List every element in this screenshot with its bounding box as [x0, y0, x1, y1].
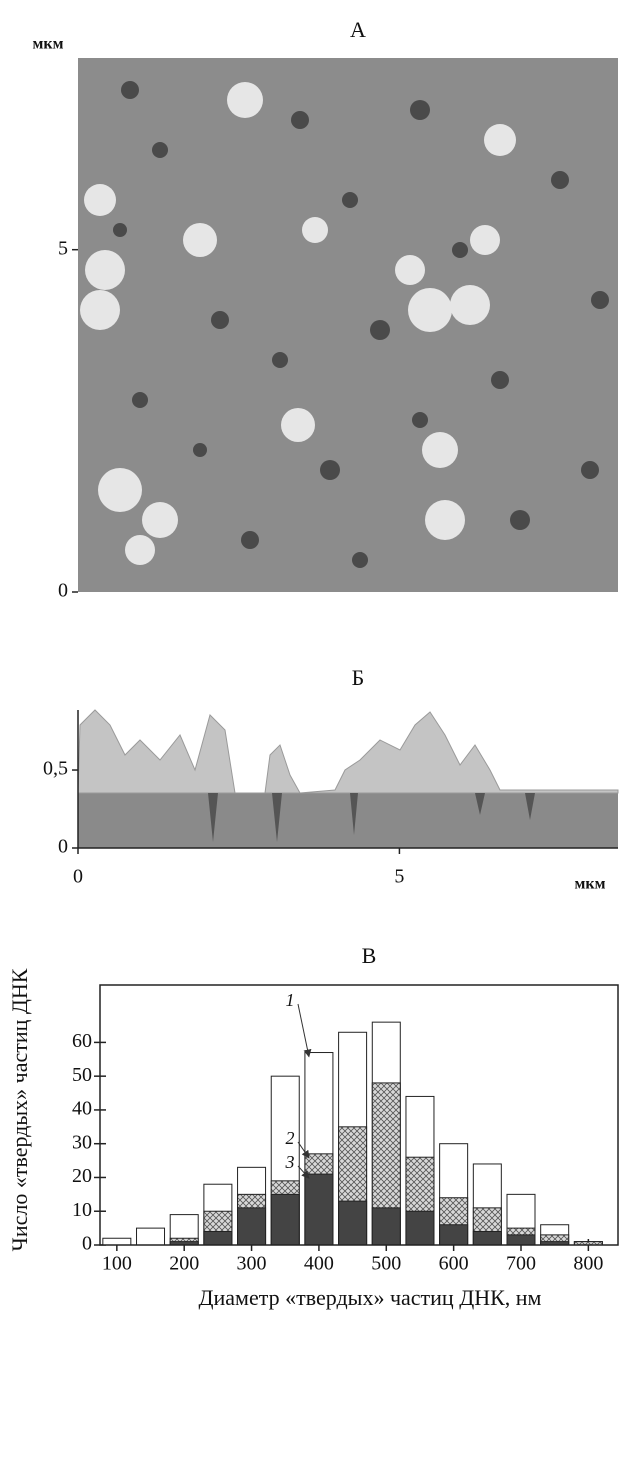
- series-label: 3: [285, 1152, 295, 1172]
- y-tick-label: 20: [72, 1165, 92, 1187]
- x-tick-label: 700: [506, 1253, 536, 1275]
- bar: [506, 1234, 536, 1246]
- bar: [203, 1230, 233, 1246]
- bar: [439, 1224, 469, 1246]
- y-tick-label: 0: [58, 580, 68, 602]
- annotation-arrow: [297, 1165, 310, 1179]
- x-axis-label: Диаметр «твердых» частиц ДНК, нм: [199, 1285, 542, 1310]
- afm-image: [78, 58, 618, 592]
- y-tick-label: 0,5: [43, 758, 68, 780]
- bar: [237, 1207, 267, 1246]
- y-tick-label: 40: [72, 1098, 92, 1120]
- plot-frame: [99, 984, 619, 1246]
- panel-title: Б: [352, 665, 365, 690]
- series-label: 2: [286, 1128, 295, 1148]
- y-tick-label: 0: [58, 836, 68, 858]
- x-tick-label: 400: [304, 1253, 334, 1275]
- panel-title: В: [362, 943, 377, 968]
- x-tick-label: 600: [439, 1253, 469, 1275]
- y-axis-label: мкм: [32, 36, 63, 53]
- x-axis-label: мкм: [574, 876, 605, 893]
- x-tick-label: 800: [573, 1253, 603, 1275]
- bar: [304, 1173, 334, 1246]
- panel-title: А: [350, 17, 366, 42]
- y-tick-label: 0: [82, 1233, 92, 1255]
- x-tick-label: 0: [73, 866, 83, 888]
- x-tick-label: 100: [102, 1253, 132, 1275]
- bar: [136, 1227, 166, 1246]
- y-tick-label: 30: [72, 1131, 92, 1153]
- profile-image: [77, 709, 619, 848]
- y-tick-label: 60: [72, 1030, 92, 1052]
- bar: [102, 1237, 132, 1246]
- y-tick-label: 50: [72, 1064, 92, 1086]
- x-tick-label: 200: [169, 1253, 199, 1275]
- x-tick-label: 5: [394, 866, 404, 888]
- x-tick-label: 500: [371, 1253, 401, 1275]
- x-tick-label: 300: [237, 1253, 267, 1275]
- bar: [371, 1207, 401, 1246]
- bar: [472, 1230, 502, 1246]
- bar: [270, 1193, 300, 1246]
- bar: [405, 1210, 435, 1246]
- annotation-arrow: [297, 1003, 312, 1058]
- series-label: 1: [286, 990, 295, 1010]
- y-axis-label: Число «твердых» частиц ДНК: [7, 968, 32, 1251]
- y-tick-label: 5: [58, 237, 68, 259]
- y-tick-label: 10: [72, 1199, 92, 1221]
- annotation-arrow: [297, 1141, 310, 1159]
- bar: [338, 1200, 368, 1246]
